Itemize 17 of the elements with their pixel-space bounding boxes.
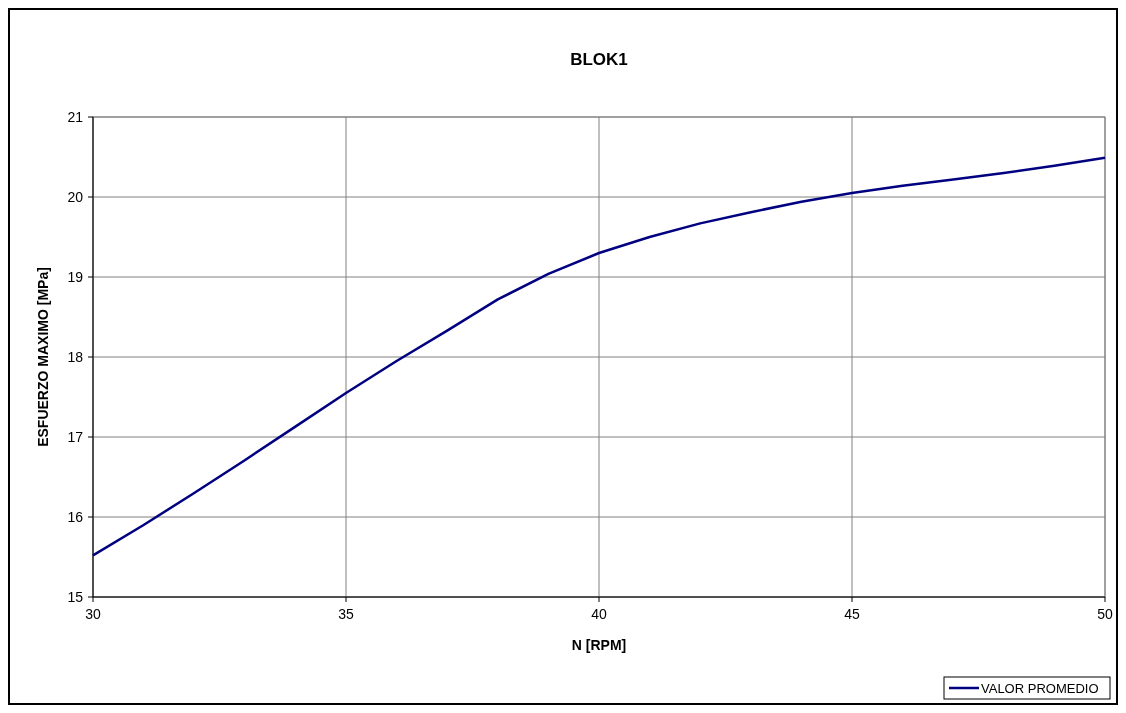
y-tick-label: 21	[67, 109, 84, 125]
x-tick-label: 45	[844, 606, 860, 622]
y-tick-label: 16	[67, 509, 84, 525]
chart-title: BLOK1	[570, 50, 628, 69]
legend-label: VALOR PROMEDIO	[981, 681, 1099, 696]
x-tick-label: 50	[1097, 606, 1113, 622]
y-tick-label: 17	[67, 429, 84, 445]
y-tick-label: 18	[67, 349, 84, 365]
y-axis-title: ESFUERZO MAXIMO [MPa]	[35, 267, 51, 447]
x-tick-label: 35	[338, 606, 354, 622]
x-axis-title: N [RPM]	[571, 637, 627, 653]
x-tick-label: 40	[591, 606, 607, 622]
y-tick-label: 20	[67, 189, 84, 205]
line-series	[91, 156, 1107, 557]
y-tick-label: 19	[67, 269, 84, 285]
y-tick-label: 15	[67, 589, 84, 605]
x-tick-label: 30	[85, 606, 101, 622]
